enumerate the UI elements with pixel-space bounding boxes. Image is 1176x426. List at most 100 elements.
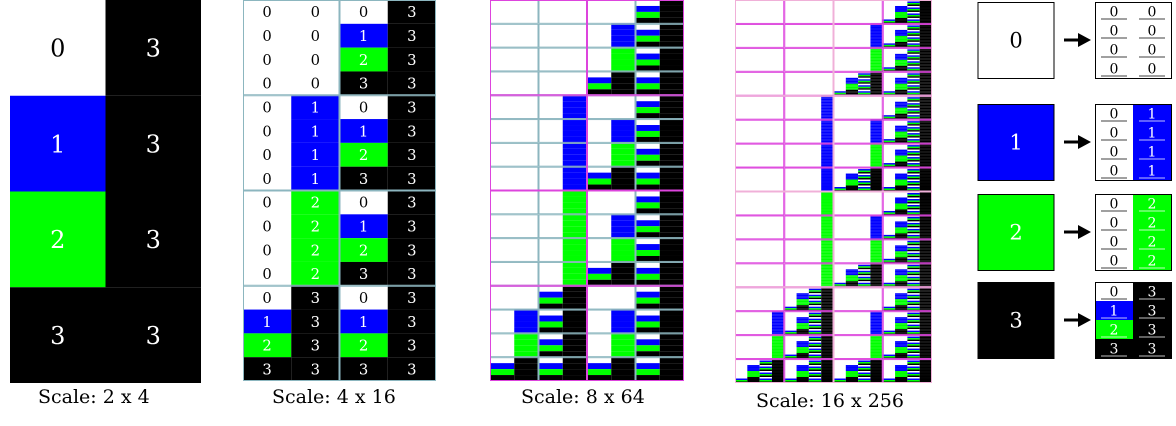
p4-cell-30-20-20-20-cell (735, 350, 747, 351)
p4-cell-21-11-11-30-cell (907, 226, 919, 227)
p4-cell-00-01-30-21-cell (797, 21, 809, 22)
p4-cell-01-21-10-11-cell (895, 55, 907, 56)
p4-cell-10-31-30-10-cell (784, 187, 796, 188)
p4-cell-20-21-30-01-cell (797, 257, 809, 258)
p4-cell-21-01-30-11-cell (895, 211, 907, 212)
p4-cell-31-20-20-31-cell (846, 352, 858, 353)
p4-cell-31-11-20-11-cell (895, 325, 907, 326)
p4-cell-31-20-20-30-cell (834, 352, 846, 353)
p4-cell-20-21-00-31-cell (797, 244, 809, 245)
p4-cell-21-10-31-01-cell (870, 233, 882, 234)
p4-cell-21-31-01-10-cell (907, 265, 919, 266)
p4-cell-21-30-11-00-cell (858, 269, 870, 270)
p4-cell-01-10-11-10-cell (858, 31, 870, 32)
p4-cell-21-31-21-20-cell (907, 278, 919, 279)
p4-cell-30-11-20-20-cell (784, 326, 796, 327)
p4-cell-00-31-11-01-cell (821, 78, 833, 79)
p4-cell-01-20-10-21-cell (846, 57, 858, 58)
p4-cell-00-10-11-01-cell (772, 30, 784, 31)
p4-cell-20-21-10-10-cell (784, 247, 796, 248)
p4-cell-01-21-11-00-cell (907, 54, 919, 55)
p4-cell-30-11-21-21-cell (821, 326, 833, 327)
p3-cell-30-01-10-cell (539, 292, 563, 298)
p4-cell-21-00-20-31-cell (846, 208, 858, 209)
p4-cell-10-00-11-21-cell (772, 105, 784, 106)
p4-cell-30-21-21-30-cell (809, 352, 821, 353)
p4-cell-11-11-11-10-cell (907, 127, 919, 128)
p4-cell-00-31-21-20-cell (809, 87, 821, 88)
p4-cell-11-11-31-00-cell (907, 138, 919, 139)
p4-cell-31-01-10-20-cell (883, 296, 895, 297)
p4-cell-01-01-31-10-cell (907, 19, 919, 20)
p4-cell-00-31-21-31-cell (821, 88, 833, 89)
p4-cell-00-00-30-10-cell (735, 19, 747, 20)
p4-cell-10-11-21-01-cell (821, 132, 833, 133)
p4-cell-31-10-21-31-cell (870, 328, 882, 329)
p3-cell-31-21-11-cell (660, 339, 684, 345)
p4-cell-01-31-00-10-cell (883, 73, 895, 74)
p4-cell-00-31-00-30-cell (784, 76, 796, 77)
p2-cell-31-01-label: 3 (407, 290, 416, 307)
p4-cell-21-10-10-00-cell (834, 221, 846, 222)
p4-cell-10-30-31-21-cell (772, 189, 784, 190)
p4-cell-01-10-31-11-cell (870, 43, 882, 44)
p4-cell-00-31-11-10-cell (809, 79, 821, 80)
p4-cell-00-11-10-20-cell (784, 33, 796, 34)
p4-cell-00-21-10-01-cell (797, 54, 809, 55)
p4-cell-01-30-11-00-cell (858, 78, 870, 79)
p4-cell-31-11-20-00-cell (883, 323, 895, 324)
p4-cell-01-30-00-11-cell (846, 73, 858, 74)
p4-cell-10-10-30-01-cell (747, 138, 759, 139)
p4-cell-11-21-21-01-cell (920, 156, 932, 157)
p4-cell-00-00-11-01-cell (772, 6, 784, 7)
p4-cell-21-21-20-31-cell (895, 256, 907, 257)
p4-cell-11-00-00-21-cell (846, 99, 858, 100)
p4-cell-11-20-01-10-cell (858, 145, 870, 146)
p4-cell-00-21-11-30-cell (809, 58, 821, 59)
p4-cell-21-21-30-21-cell (895, 260, 907, 261)
p4-cell-31-20-30-11-cell (846, 355, 858, 356)
p4-cell-11-31-01-31-cell (920, 172, 932, 173)
p4-cell-10-00-10-30-cell (735, 106, 747, 107)
p4-cell-21-11-01-30-cell (907, 220, 919, 221)
p4-cell-30-00-21-30-cell (760, 304, 772, 305)
p4-cell-31-00-30-21-cell (846, 308, 858, 309)
p4-cell-10-10-31-10-cell (760, 139, 772, 140)
p4-cell-20-31-21-30-cell (809, 280, 821, 281)
p4-cell-31-31-11-01-cell (920, 365, 932, 366)
p4-cell-30-10-10-30-cell (735, 322, 747, 323)
p4-cell-11-11-01-30-cell (907, 124, 919, 125)
p4-cell-00-00-10-10-cell (735, 7, 747, 8)
p4-cell-20-20-30-11-cell (747, 259, 759, 260)
p2-cell-11-21-label: 3 (407, 147, 416, 164)
p4-cell-21-01-31-01-cell (920, 209, 932, 210)
p4-cell-20-10-00-21-cell (747, 218, 759, 219)
p4-cell-00-01-10-01-cell (797, 6, 809, 7)
p4-cell-21-20-30-00-cell (834, 257, 846, 258)
p4-cell-30-00-31-10-cell (760, 307, 772, 308)
p4-cell-20-21-21-01-cell (821, 251, 833, 252)
p4-cell-30-21-30-00-cell (784, 353, 796, 354)
p3-cell-30-11-10-cell (539, 316, 563, 322)
p4-cell-20-11-31-00-cell (809, 233, 821, 234)
p4-cell-31-31-31-01-cell (920, 377, 932, 378)
p3-cell-01-30-20-cell (587, 83, 611, 89)
p4-cell-31-31-20-11-cell (895, 373, 907, 374)
p4-cell-20-31-30-10-cell (784, 283, 796, 284)
p3-cell-31-20-10-cell (587, 339, 611, 345)
p4-cell-11-01-11-11-cell (920, 103, 932, 104)
p4-cell-21-11-10-10-cell (883, 223, 895, 224)
p3-cell-20-20-11-cell (514, 244, 538, 250)
p4-cell-01-01-11-00-cell (907, 6, 919, 7)
p4-cell-31-31-10-00-cell (883, 365, 895, 366)
p4-cell-30-01-10-11-cell (797, 295, 809, 296)
p4-cell-21-20-21-11-cell (870, 253, 882, 254)
p4-cell-01-30-11-20-cell (858, 81, 870, 82)
p4-cell-01-00-11-20-cell (858, 9, 870, 10)
p4-cell-01-21-20-30-cell (883, 64, 895, 65)
p4-cell-11-11-30-11-cell (895, 139, 907, 140)
p3-cell-01-30-11-cell (611, 77, 635, 83)
p4-cell-20-11-30-21-cell (797, 236, 809, 237)
p4-cell-10-10-20-21-cell (747, 135, 759, 136)
p4-cell-31-11-11-30-cell (907, 322, 919, 323)
